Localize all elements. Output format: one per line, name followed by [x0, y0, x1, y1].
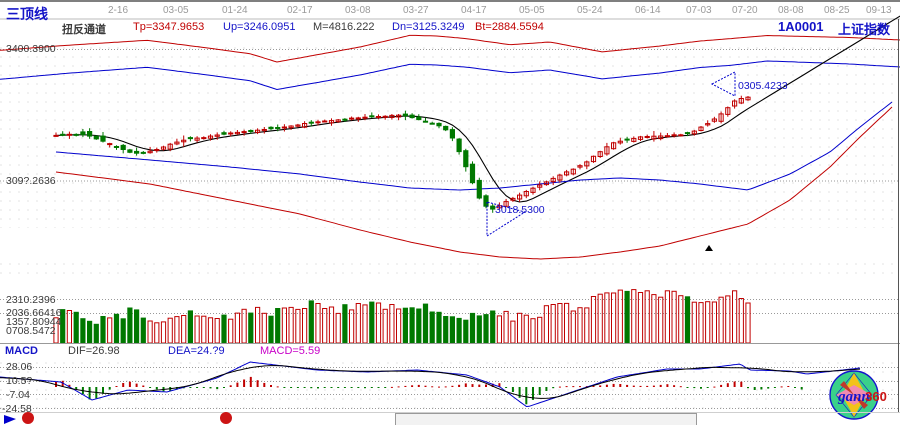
svg-text:360: 360 [865, 389, 887, 404]
